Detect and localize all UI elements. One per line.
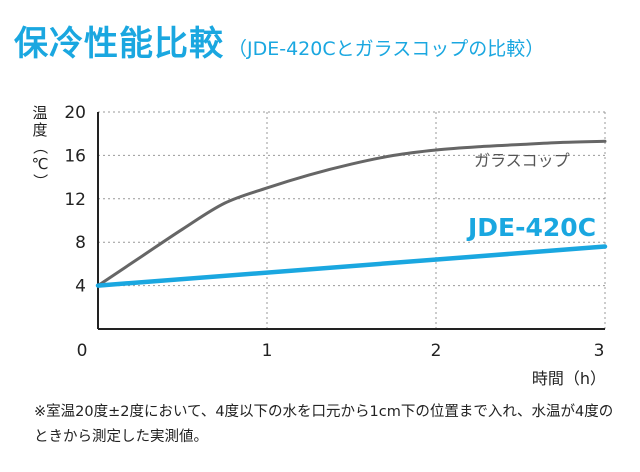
x-axis-label: 時間（h） [532,369,606,388]
y-tick-labels: 4 8 12 16 20 [64,103,86,297]
y-axis-label-char: 温 [32,104,47,122]
y-axis-label-char: 度 [32,121,47,139]
grid-lines [98,111,606,329]
y-axis-label: 温度（℃） [31,104,49,189]
series-line-1 [95,244,608,288]
y-axis-label-char: ） [31,173,49,188]
y-tick-label-12: 12 [64,190,86,210]
series-label-jde: JDE-420C [466,213,596,242]
chart-title-block: 保冷性能比較 （JDE-420Cとガラスコップの比較） [14,16,544,65]
x-tick-label-3: 3 [594,341,605,361]
y-axis-label-char: ℃ [32,155,49,173]
footnote: ※室温20度±2度において、4度以下の水を口元から1cm下の位置まで入れ、水温が… [34,404,614,445]
series-label-glass: ガラスコップ [474,151,570,170]
y-axis-label-char: （ [31,139,49,154]
y-tick-label-4: 4 [75,277,86,297]
series-lines [95,139,608,288]
x-tick-label-0: 0 [77,341,88,361]
x-tick-label-2: 2 [431,341,442,361]
chart-subtitle: （JDE-420Cとガラスコップの比較） [228,38,545,60]
series-line-0 [96,139,607,288]
chart-title: 保冷性能比較 [14,24,224,64]
y-tick-label-8: 8 [75,233,86,253]
x-tick-label-1: 1 [262,341,273,361]
y-tick-label-20: 20 [64,103,86,123]
y-tick-label-16: 16 [64,146,86,166]
axes [97,112,605,330]
x-tick-labels: 0 1 2 3 [77,341,605,361]
